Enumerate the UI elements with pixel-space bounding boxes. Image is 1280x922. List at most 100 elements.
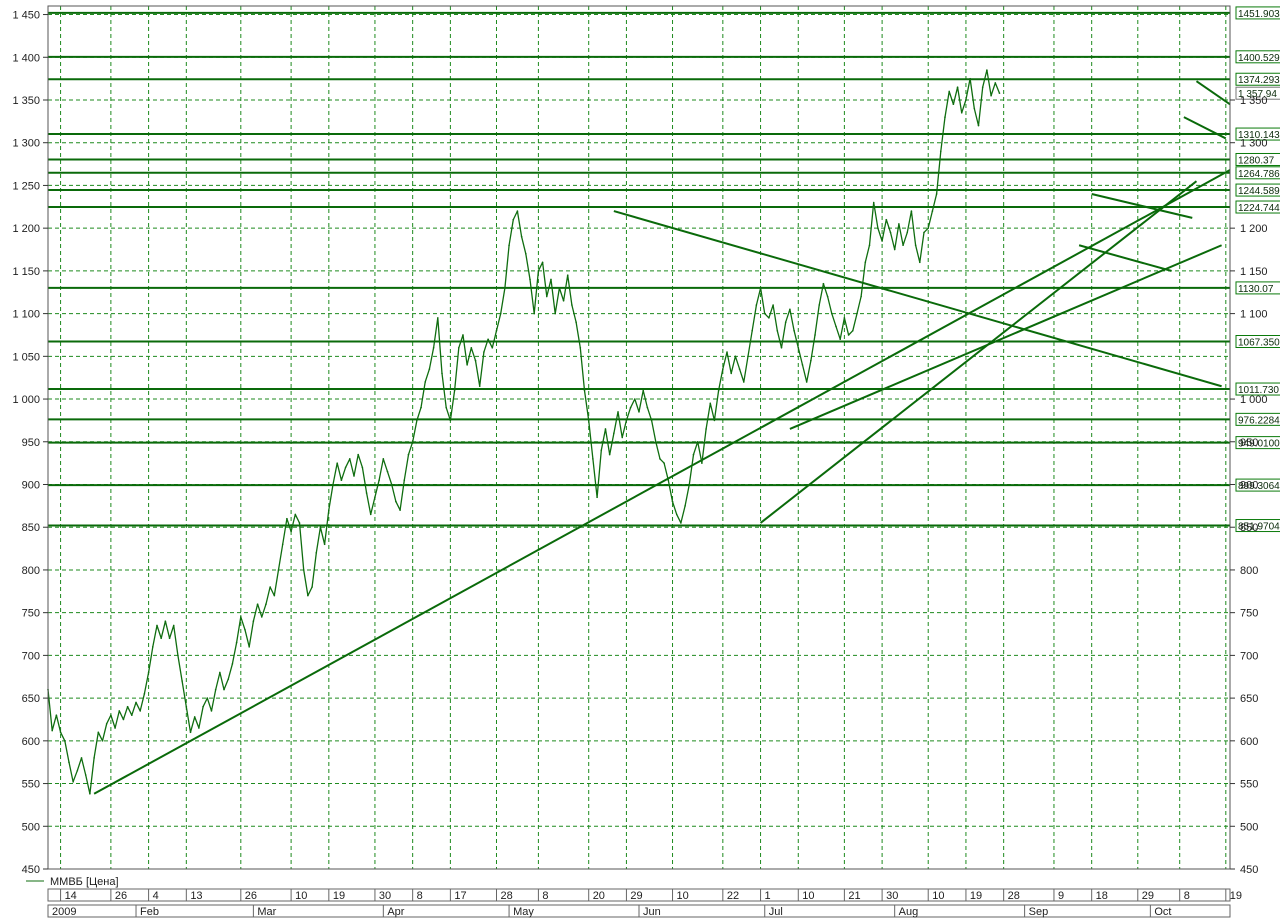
price-point: [311, 586, 313, 588]
price-point: [84, 774, 87, 776]
price-series: [47, 69, 1001, 795]
price-point: [223, 688, 225, 691]
price-point: [386, 470, 389, 473]
y-tick-label-left: 1 450: [12, 10, 40, 22]
price-point: [290, 530, 292, 533]
level-label: 1400.529: [1238, 53, 1280, 64]
level-label: 1011.730: [1238, 385, 1279, 396]
level-label: 1130.07: [1238, 284, 1274, 295]
level-label-box: [1235, 519, 1280, 533]
price-point: [952, 103, 955, 106]
y-tick-label-right: 1 150: [1240, 266, 1268, 278]
price-point: [277, 569, 280, 571]
price-point: [298, 522, 301, 524]
month-label: Jun: [643, 906, 661, 918]
month-label: Mar: [257, 906, 276, 918]
price-point: [537, 270, 540, 272]
level-label-box: [1235, 183, 1280, 197]
date-label: 19: [1230, 890, 1242, 902]
y-tick-label-right: 1 000: [1240, 394, 1268, 406]
price-point: [663, 462, 665, 464]
price-point: [516, 210, 519, 212]
price-point: [621, 436, 624, 439]
month-label: Jul: [769, 906, 783, 918]
price-point: [399, 509, 401, 511]
y-tick-label-right: 800: [1240, 565, 1258, 577]
price-point: [286, 517, 288, 520]
y-tick-label-left: 750: [22, 608, 40, 620]
trend-line: [759, 180, 1198, 524]
y-tick-label-right: 1 350: [1240, 95, 1268, 107]
level-label-box: [1235, 412, 1280, 426]
y-tick-label-right: 650: [1240, 693, 1258, 705]
axes: [47, 5, 1231, 870]
y-tick-label-left: 1 100: [12, 309, 40, 321]
price-point: [902, 244, 904, 247]
trend-line: [1195, 80, 1231, 106]
level-label: 1451.903: [1238, 9, 1280, 20]
level-label-box: [1235, 281, 1280, 295]
price-point: [583, 389, 586, 392]
date-label: 26: [245, 890, 257, 902]
price-point: [965, 99, 967, 101]
price-point: [851, 329, 854, 332]
price-point: [449, 419, 452, 422]
x-axis: 14 26 4 13 26 10 19 30 8 17 28 8 20 29 10 22 1 10 21 30 10 19…: [47, 888, 1242, 918]
trend-lines: [93, 80, 1231, 795]
date-label: 18: [1096, 890, 1108, 902]
price-point: [688, 483, 691, 486]
price-point: [734, 355, 737, 358]
price-point: [466, 364, 468, 366]
price-point: [210, 710, 213, 712]
price-point: [730, 372, 733, 375]
date-label: 9: [1058, 890, 1064, 902]
price-point: [59, 731, 62, 734]
last-value-box: [1235, 86, 1280, 100]
price-point: [441, 372, 443, 375]
price-point: [931, 210, 934, 212]
price-point: [981, 86, 984, 88]
price-point: [571, 304, 573, 306]
price-point: [847, 334, 850, 336]
price-point: [776, 329, 779, 332]
price-point: [810, 359, 812, 362]
date-label: 22: [727, 890, 739, 902]
month-label: Aug: [899, 906, 919, 918]
y-tick-label-left: 900: [22, 479, 40, 491]
price-point: [763, 312, 766, 315]
date-label: 13: [190, 890, 202, 902]
price-point: [411, 440, 414, 443]
y-tick-label-left: 1 150: [12, 266, 40, 278]
date-label: 1: [765, 890, 771, 902]
level-label: 1264.786: [1238, 169, 1280, 180]
y-tick-label-left: 600: [22, 736, 40, 748]
price-point: [550, 278, 552, 281]
price-point: [97, 731, 100, 734]
date-label: 8: [1184, 890, 1190, 902]
price-point: [332, 483, 334, 486]
y-tick-label-right: 1 200: [1240, 223, 1268, 235]
price-point: [294, 513, 297, 516]
price-point: [944, 116, 946, 118]
price-point: [717, 389, 720, 392]
price-line: [47, 69, 1001, 795]
price-point: [927, 227, 930, 229]
price-point: [898, 223, 900, 225]
trend-line: [93, 169, 1231, 795]
price-point: [625, 419, 628, 422]
price-point: [344, 466, 347, 469]
price-point: [101, 740, 104, 742]
month-label: Feb: [140, 906, 159, 918]
y-tick-label-left: 1 000: [12, 394, 40, 406]
price-point: [487, 338, 489, 341]
date-label: 10: [802, 890, 814, 902]
price-point: [336, 462, 339, 464]
month-label: May: [513, 906, 534, 918]
price-point: [923, 231, 925, 234]
price-point: [244, 628, 246, 631]
price-point: [453, 389, 456, 392]
price-point: [269, 586, 271, 588]
price-point: [143, 693, 146, 695]
price-point: [281, 543, 284, 546]
price-point: [558, 287, 561, 289]
